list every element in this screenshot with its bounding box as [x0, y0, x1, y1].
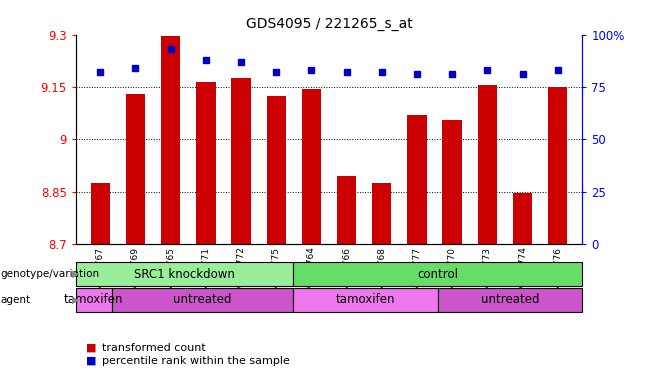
- Bar: [293, 288, 438, 312]
- Bar: [302, 89, 321, 244]
- Text: control: control: [417, 268, 458, 281]
- Text: untreated: untreated: [481, 293, 539, 306]
- Bar: [161, 36, 180, 244]
- Text: ▶: ▶: [72, 295, 80, 305]
- Bar: [76, 262, 293, 286]
- Text: percentile rank within the sample: percentile rank within the sample: [102, 356, 290, 366]
- Text: SRC1 knockdown: SRC1 knockdown: [134, 268, 235, 281]
- Text: agent: agent: [1, 295, 31, 305]
- Bar: [266, 96, 286, 244]
- Bar: [513, 193, 532, 244]
- Bar: [337, 176, 356, 244]
- Bar: [438, 288, 582, 312]
- Bar: [548, 87, 567, 244]
- Bar: [232, 78, 251, 244]
- Bar: [126, 94, 145, 244]
- Bar: [442, 120, 462, 244]
- Text: untreated: untreated: [173, 293, 232, 306]
- Bar: [407, 115, 426, 244]
- Text: genotype/variation: genotype/variation: [1, 269, 100, 279]
- Text: ■: ■: [86, 356, 96, 366]
- Bar: [478, 85, 497, 244]
- Bar: [76, 288, 112, 312]
- Bar: [293, 262, 582, 286]
- Text: tamoxifen: tamoxifen: [64, 293, 124, 306]
- Bar: [91, 183, 110, 244]
- Text: transformed count: transformed count: [102, 343, 206, 353]
- Title: GDS4095 / 221265_s_at: GDS4095 / 221265_s_at: [245, 17, 413, 31]
- Bar: [372, 183, 392, 244]
- Bar: [112, 288, 293, 312]
- Bar: [196, 82, 216, 244]
- Text: ▶: ▶: [72, 269, 80, 279]
- Text: tamoxifen: tamoxifen: [336, 293, 395, 306]
- Text: ■: ■: [86, 343, 96, 353]
